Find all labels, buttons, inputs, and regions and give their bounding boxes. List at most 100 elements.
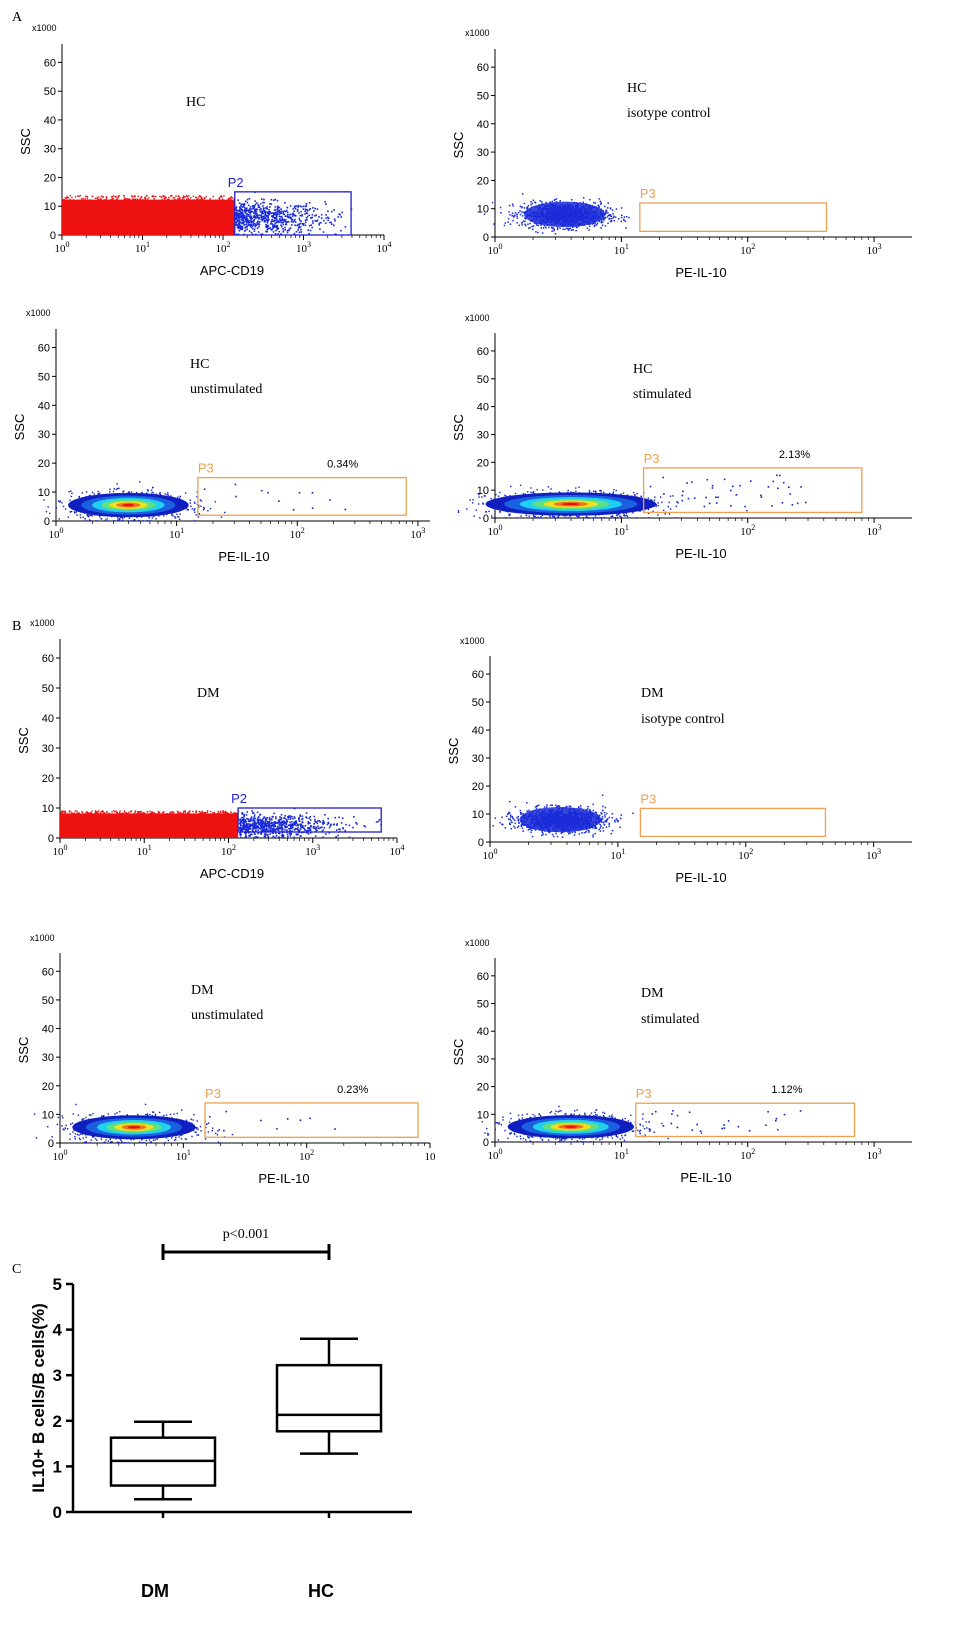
- isotype-event: [503, 224, 506, 227]
- positive-event: [275, 211, 278, 213]
- positive-event: [289, 216, 291, 219]
- density-event: [532, 514, 535, 516]
- positive-event: [254, 223, 256, 225]
- negative-event: [217, 200, 219, 203]
- density-event: [68, 491, 70, 493]
- isotype-event: [511, 203, 514, 205]
- negative-event: [203, 199, 205, 201]
- negative-event: [192, 195, 195, 198]
- plot-annotation: DM: [197, 686, 220, 701]
- density-event: [490, 497, 492, 500]
- positive-event: [283, 213, 285, 216]
- isotype-event: [529, 226, 531, 229]
- positive-event: [290, 217, 292, 220]
- negative-event: [230, 196, 233, 198]
- positive-event: [260, 489, 263, 492]
- density-event: [122, 518, 124, 520]
- positive-event: [276, 207, 279, 210]
- negative-event: [184, 811, 187, 814]
- positive-event: [320, 213, 323, 216]
- positive-event: [297, 204, 299, 207]
- negative-event: [223, 811, 225, 813]
- negative-event: [72, 199, 75, 202]
- positive-event: [293, 220, 296, 222]
- positive-event: [265, 226, 268, 228]
- positive-event: [310, 216, 312, 219]
- isotype-event: [522, 211, 525, 214]
- negative-event: [124, 199, 126, 201]
- y-tick-label: 20: [42, 773, 54, 785]
- negative-event: [162, 201, 164, 203]
- isotype-event: [607, 202, 610, 204]
- positive-event: [281, 222, 284, 224]
- density-event: [184, 492, 187, 494]
- isotype-event: [594, 202, 597, 204]
- negative-event: [203, 197, 206, 200]
- density-event: [615, 489, 617, 492]
- density-event: [478, 493, 480, 496]
- positive-event: [275, 215, 278, 217]
- density-event: [616, 514, 618, 516]
- y-tick-label: 10: [477, 485, 489, 497]
- negative-event: [70, 200, 72, 202]
- negative-event: [195, 196, 198, 199]
- isotype-event: [516, 213, 518, 216]
- x-tick-label: 100: [53, 843, 68, 858]
- negative-event: [188, 198, 190, 201]
- negative-event: [157, 813, 160, 815]
- negative-event: [183, 199, 185, 201]
- positive-event: [277, 220, 280, 222]
- isotype-event: [604, 212, 607, 215]
- isotype-event: [555, 198, 558, 200]
- positive-event: [238, 212, 240, 215]
- negative-event: [178, 812, 181, 815]
- negative-event: [104, 812, 106, 814]
- positive-event: [305, 205, 307, 208]
- positive-event: [235, 214, 237, 217]
- isotype-event: [567, 228, 569, 230]
- negative-event: [123, 195, 125, 197]
- positive-event: [251, 217, 254, 220]
- negative-event: [96, 814, 99, 816]
- density-event: [668, 501, 670, 504]
- density-event: [585, 516, 588, 518]
- density-event: [619, 515, 621, 517]
- density-event: [123, 490, 125, 493]
- density-event: [163, 515, 165, 517]
- density-event: [504, 517, 506, 519]
- density-event: [514, 492, 517, 495]
- positive-event: [304, 219, 307, 222]
- negative-event: [170, 195, 172, 197]
- density-event: [617, 516, 619, 519]
- y-tick-label: 10: [42, 803, 54, 815]
- positive-event: [284, 223, 287, 226]
- x-axis-title: PE-IL-10: [675, 546, 726, 561]
- y-tick-label: 40: [477, 402, 489, 414]
- negative-event: [96, 812, 99, 815]
- density-event: [118, 487, 120, 490]
- positive-event: [649, 485, 652, 488]
- positive-event: [254, 213, 257, 215]
- density-event: [505, 495, 508, 498]
- negative-event: [82, 197, 84, 200]
- negative-event: [64, 200, 66, 202]
- positive-event: [256, 216, 258, 219]
- isotype-event: [499, 206, 502, 209]
- positive-event: [303, 222, 305, 225]
- positive-event: [274, 206, 277, 208]
- positive-event: [289, 205, 292, 207]
- density-event: [90, 520, 92, 522]
- isotype-event: [535, 222, 538, 225]
- positive-event: [314, 207, 317, 210]
- positive-event: [283, 218, 285, 221]
- positive-event: [271, 218, 273, 221]
- negative-event: [223, 812, 226, 815]
- density-event: [70, 490, 72, 492]
- density-event: [115, 488, 118, 491]
- density-event: [84, 518, 86, 520]
- positive-event: [246, 225, 248, 228]
- positive-event: [285, 221, 288, 223]
- density-event: [652, 510, 654, 513]
- negative-event: [174, 199, 176, 202]
